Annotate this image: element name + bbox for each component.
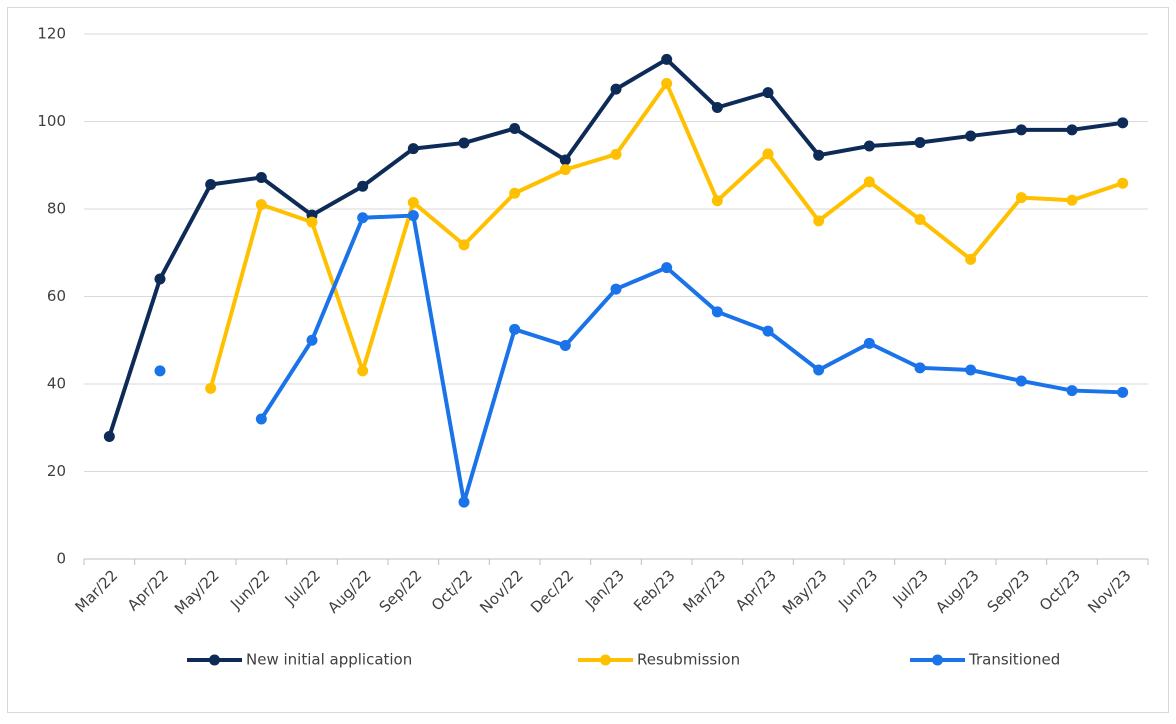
- data-point: [661, 77, 673, 89]
- data-point: [610, 148, 622, 160]
- data-point: [1066, 385, 1078, 397]
- data-point: [205, 382, 217, 394]
- legend-label: Resubmission: [637, 651, 740, 669]
- data-point: [1066, 124, 1078, 136]
- data-point: [813, 149, 825, 161]
- y-tick-label: 60: [47, 287, 66, 305]
- data-point: [711, 306, 723, 318]
- data-point: [154, 273, 166, 285]
- data-point: [762, 325, 774, 337]
- data-point: [965, 130, 977, 142]
- y-tick-label: 80: [47, 200, 66, 218]
- data-point: [357, 212, 369, 224]
- data-point: [813, 364, 825, 376]
- data-point: [458, 496, 470, 508]
- data-point: [407, 143, 419, 155]
- data-point: [914, 137, 926, 148]
- legend-label: New initial application: [246, 651, 412, 669]
- y-tick-label: 100: [37, 112, 66, 130]
- data-point: [559, 164, 571, 176]
- data-point: [458, 137, 470, 149]
- y-tick-label: 40: [47, 375, 66, 393]
- data-point: [205, 179, 217, 190]
- legend-marker: [600, 654, 611, 666]
- data-point: [1066, 194, 1078, 206]
- data-point: [255, 199, 267, 211]
- data-point: [559, 154, 571, 166]
- data-point: [1117, 177, 1129, 189]
- y-tick-label: 120: [37, 25, 66, 43]
- data-point: [407, 210, 419, 222]
- data-point: [103, 431, 115, 442]
- legend-label: Transitioned: [968, 651, 1060, 669]
- data-point: [863, 140, 875, 152]
- data-point: [357, 365, 369, 377]
- data-point: [509, 323, 521, 335]
- data-point: [306, 216, 318, 228]
- legend-marker: [209, 654, 220, 666]
- data-point: [914, 362, 926, 374]
- data-point: [610, 83, 622, 95]
- y-tick-label: 0: [56, 550, 66, 568]
- data-point: [762, 148, 774, 160]
- data-point: [813, 215, 825, 227]
- data-point: [914, 214, 926, 225]
- data-point: [306, 334, 318, 346]
- data-point: [661, 262, 673, 274]
- data-point: [407, 196, 419, 208]
- data-point: [357, 180, 369, 192]
- data-point: [255, 413, 267, 425]
- data-point: [1015, 124, 1027, 136]
- data-point: [458, 239, 470, 251]
- data-point: [1117, 117, 1129, 129]
- data-point: [610, 283, 622, 295]
- data-point: [154, 365, 166, 377]
- data-point: [965, 253, 977, 265]
- data-point: [863, 176, 875, 188]
- data-point: [559, 340, 571, 351]
- data-point: [1117, 386, 1129, 398]
- data-point: [711, 195, 723, 207]
- y-tick-label: 20: [47, 462, 66, 480]
- data-point: [965, 364, 977, 376]
- data-point: [711, 102, 723, 113]
- data-point: [1015, 375, 1027, 387]
- data-point: [255, 172, 267, 183]
- data-point: [661, 53, 673, 65]
- data-point: [509, 187, 521, 199]
- data-point: [762, 87, 774, 99]
- series-line: [259, 213, 1125, 505]
- data-point: [1015, 192, 1027, 204]
- legend-marker: [932, 654, 943, 666]
- data-point: [509, 123, 521, 134]
- data-point: [863, 337, 875, 349]
